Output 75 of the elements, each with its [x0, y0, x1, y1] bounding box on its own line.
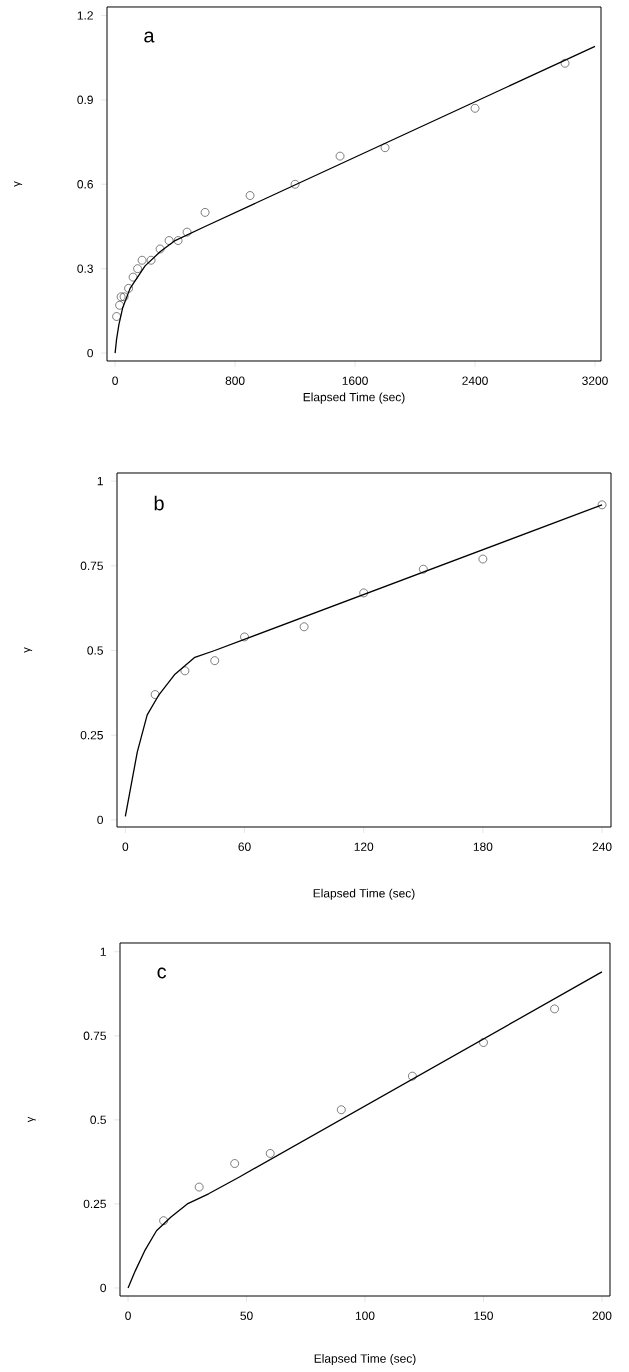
x-tick-label: 800 — [225, 376, 245, 385]
point — [560, 59, 570, 68]
point — [265, 1149, 275, 1158]
y-tick-label: 0.9 — [77, 95, 93, 105]
point — [173, 236, 183, 245]
point — [164, 236, 174, 245]
point — [128, 272, 138, 282]
point — [240, 632, 249, 642]
annotation: a — [144, 31, 155, 43]
y-axis-title: γ — [27, 1116, 36, 1123]
y-tick-label: 0.5 — [87, 646, 103, 655]
y-axis-title: γ — [14, 181, 23, 187]
x-tick-label: 100 — [355, 1311, 375, 1320]
point — [182, 227, 192, 237]
y-tick-label: 1 — [97, 477, 103, 486]
x-tick-label: 50 — [240, 1311, 253, 1320]
annotation: b — [154, 495, 164, 511]
point — [299, 622, 309, 632]
x-axis-title: Elapsed Time (sec) — [313, 888, 415, 900]
point — [133, 264, 142, 273]
x-tick-label: 1600 — [342, 376, 368, 385]
point — [470, 104, 480, 113]
x-tick-label: 150 — [474, 1311, 493, 1320]
y-tick-label: 0.5 — [90, 1115, 106, 1125]
point — [408, 1071, 417, 1081]
point — [550, 1004, 559, 1014]
x-axis-title: Elapsed Time (sec) — [303, 392, 405, 404]
x-tick-label: 3200 — [582, 376, 608, 385]
annotation: c — [157, 967, 167, 979]
point — [180, 666, 190, 676]
point — [478, 554, 488, 564]
y-tick-label: 1 — [100, 947, 106, 956]
point — [230, 1159, 239, 1168]
point — [597, 500, 607, 510]
point — [359, 588, 368, 598]
x-axis-title: Elapsed Time (sec) — [314, 1353, 416, 1366]
y-tick-label: 0.3 — [77, 264, 93, 273]
point — [115, 301, 124, 310]
point — [159, 1216, 168, 1225]
point — [112, 312, 121, 321]
point — [155, 244, 165, 254]
x-tick-label: 2400 — [462, 376, 488, 385]
point — [150, 690, 160, 699]
point — [380, 143, 390, 152]
x-tick-label: 120 — [354, 842, 374, 851]
x-tick-label: 0 — [112, 376, 118, 385]
x-tick-label: 0 — [122, 842, 129, 851]
point — [146, 256, 156, 265]
point — [419, 564, 428, 574]
y-tick-label: 0 — [100, 1283, 107, 1293]
x-tick-label: 240 — [592, 842, 612, 851]
y-tick-label: 0.75 — [80, 561, 103, 571]
point — [200, 208, 210, 217]
line-series — [114, 45, 596, 354]
y-tick-label: 1.2 — [77, 11, 93, 20]
point — [137, 256, 147, 265]
point — [290, 180, 300, 189]
point — [124, 284, 133, 293]
point — [210, 656, 219, 665]
point — [245, 191, 255, 200]
x-tick-label: 0 — [125, 1311, 131, 1320]
x-tick-label: 180 — [473, 842, 493, 851]
y-tick-label: 0 — [87, 348, 94, 358]
point — [194, 1182, 204, 1192]
x-tick-label: 200 — [592, 1311, 612, 1320]
y-tick-label: 0.75 — [83, 1031, 106, 1041]
x-tick-label: 60 — [238, 842, 251, 851]
point — [479, 1038, 488, 1047]
y-tick-label: 0.6 — [77, 180, 93, 189]
y-tick-label: 0.25 — [83, 1199, 106, 1209]
y-axis-title: γ — [24, 647, 33, 653]
y-tick-label: 0.25 — [80, 730, 103, 740]
point — [335, 151, 345, 161]
point — [337, 1105, 346, 1114]
y-tick-label: 0 — [97, 815, 104, 825]
